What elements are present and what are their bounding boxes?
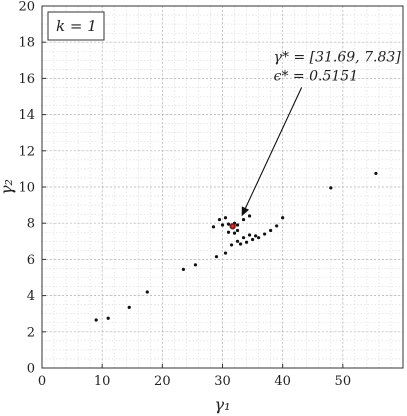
y-tick-label: 20: [18, 0, 35, 15]
data-point: [281, 216, 285, 220]
data-point: [275, 224, 279, 228]
data-point: [223, 251, 228, 255]
data-point: [94, 318, 98, 322]
x-tick-label: 40: [274, 374, 291, 389]
data-point: [241, 236, 246, 240]
y-tick-label: 10: [18, 181, 35, 196]
annotation-epsilon-star: ϵ* = 0.5151: [274, 68, 358, 84]
data-point: [329, 186, 333, 190]
y-tick-label: 0: [27, 362, 35, 377]
x-tick-label: 10: [94, 374, 111, 389]
optimum-highlight: [229, 223, 236, 230]
y-axis-ticks: 0 2 4 6 8 10 12 14 16 18 20: [18, 0, 46, 377]
data-point: [238, 242, 243, 246]
data-point: [241, 217, 246, 222]
data-point: [226, 222, 231, 226]
data-point: [235, 223, 240, 227]
data-point: [235, 239, 240, 243]
legend-frame: [47, 11, 105, 41]
y-axis-title: γ₂: [0, 179, 16, 195]
y-tick-label: 18: [18, 36, 35, 51]
y-tick-label: 6: [27, 253, 35, 268]
x-tick-label: 50: [335, 374, 352, 389]
y-tick-label: 16: [18, 72, 35, 87]
data-point: [250, 237, 255, 242]
data-point: [220, 223, 225, 227]
data-point: [374, 171, 378, 176]
x-axis-ticks: 0 10 20 30 40 50: [38, 364, 351, 389]
data-point: [244, 240, 249, 244]
x-tick-label: 0: [38, 374, 46, 389]
data-point: [247, 214, 252, 218]
data-point: [127, 305, 131, 309]
data-point: [214, 255, 219, 259]
annotation-gamma-star: γ* = [31.69, 7.83]: [274, 49, 402, 65]
data-point: [145, 290, 149, 294]
data-points: [94, 171, 378, 322]
x-axis-title: γ₁: [215, 395, 231, 414]
legend-box: k = 1: [47, 11, 105, 41]
data-point: [247, 233, 252, 237]
legend-label: k = 1: [56, 17, 97, 35]
y-tick-label: 8: [27, 217, 35, 232]
data-point: [253, 234, 258, 238]
data-point: [181, 267, 185, 271]
data-point: [232, 231, 237, 235]
data-point: [193, 263, 198, 267]
data-point: [269, 228, 273, 233]
data-point: [226, 230, 231, 234]
data-point: [263, 232, 267, 236]
data-point: [211, 225, 216, 229]
optimum-annotation: γ* = [31.69, 7.83] ϵ* = 0.5151: [241, 49, 402, 217]
x-tick-label: 30: [214, 374, 231, 389]
x-tick-label: 20: [154, 374, 171, 389]
y-tick-label: 14: [18, 108, 35, 123]
data-point: [217, 217, 222, 222]
data-point: [223, 216, 228, 220]
data-point: [257, 236, 261, 240]
annotation-arrow: [244, 87, 303, 209]
y-tick-label: 12: [18, 144, 35, 159]
y-tick-label: 2: [27, 325, 35, 340]
data-point: [235, 228, 240, 233]
annotation-arrowhead: [241, 206, 250, 217]
y-tick-label: 4: [27, 289, 35, 304]
data-point: [106, 316, 110, 320]
optimum-point-center: [231, 224, 235, 228]
data-point: [229, 243, 234, 247]
